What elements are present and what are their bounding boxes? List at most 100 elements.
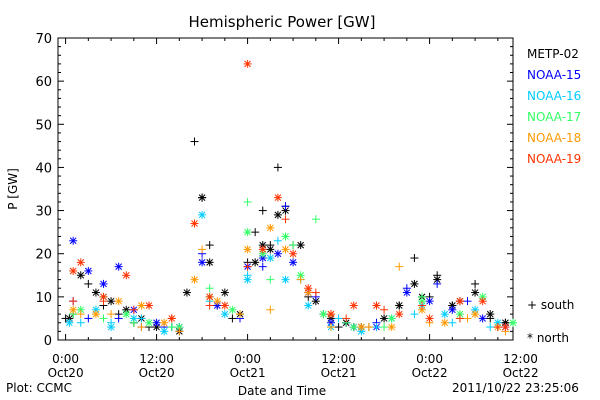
- data-point-north: [395, 301, 404, 310]
- data-point-north: [349, 323, 358, 332]
- data-point-south: [342, 314, 351, 323]
- data-point-south: [471, 279, 480, 288]
- data-point-south: [84, 314, 93, 323]
- data-point-north: [387, 323, 396, 332]
- data-point-south: [311, 288, 320, 297]
- data-point-north: [289, 249, 298, 258]
- data-point-north: [145, 301, 153, 310]
- x-tick-label-date: Oct20: [48, 366, 84, 380]
- data-point-south: [129, 305, 138, 314]
- data-point-north: [99, 279, 108, 288]
- x-tick-label-time: 12:00: [503, 352, 538, 366]
- data-point-north: [76, 271, 85, 280]
- data-point-north: [281, 232, 290, 241]
- data-point-south: [410, 310, 419, 319]
- data-point-north: [349, 301, 358, 310]
- data-point-north: [471, 288, 480, 297]
- data-point-north: [251, 258, 260, 267]
- legend-entry: NOAA-16: [527, 89, 582, 103]
- data-point-south: [463, 314, 472, 323]
- y-tick-label: 10: [35, 291, 52, 306]
- x-tick-label-time: 0:00: [234, 352, 261, 366]
- data-point-north: [243, 228, 252, 237]
- data-point-south: [448, 318, 457, 327]
- data-point-north: [380, 314, 389, 323]
- data-point-north: [311, 297, 320, 306]
- data-point-north: [266, 223, 275, 232]
- data-point-north: [440, 318, 449, 327]
- data-point-north: [501, 323, 510, 332]
- x-tick-label-time: 0:00: [416, 352, 443, 366]
- data-point-south: [137, 314, 146, 323]
- data-point-south: [205, 284, 214, 293]
- data-point-south: [228, 314, 237, 323]
- data-point-north: [357, 323, 366, 332]
- data-point-north: [372, 301, 381, 310]
- data-point-south: [137, 323, 146, 332]
- x-tick-label-date: Oct21: [230, 366, 266, 380]
- data-point-north: [258, 245, 267, 254]
- data-point-south: [281, 202, 290, 211]
- data-point-south: [243, 262, 252, 271]
- data-point-north: [395, 310, 404, 319]
- legend-entry: METP-02: [527, 47, 579, 61]
- data-point-north: [65, 318, 74, 327]
- data-point-south: [372, 323, 381, 332]
- data-point-north: [205, 258, 214, 267]
- data-point-south: [266, 305, 275, 314]
- data-point-north: [220, 288, 229, 297]
- y-tick-label: 20: [35, 248, 52, 263]
- legend-entry: NOAA-19: [527, 152, 582, 166]
- y-tick-label: 30: [35, 205, 52, 220]
- data-point-north: [107, 297, 116, 306]
- data-point-south: [433, 279, 442, 288]
- data-point-south: [84, 279, 93, 288]
- x-tick-label-time: 12:00: [139, 352, 174, 366]
- marker-key-north: * north: [527, 331, 570, 345]
- data-point-north: [486, 310, 495, 319]
- x-tick-label-date: Oct21: [321, 366, 357, 380]
- x-tick-label-date: Oct22: [503, 366, 539, 380]
- data-point-north: [167, 314, 176, 323]
- data-point-south: [205, 301, 214, 310]
- data-point-south: [395, 262, 404, 271]
- y-tick-label: 70: [35, 32, 52, 47]
- data-point-north: [387, 314, 396, 323]
- data-point-north: [425, 314, 434, 323]
- data-point-north: [304, 284, 313, 293]
- data-point-north: [478, 314, 487, 323]
- data-point-north: [425, 297, 434, 306]
- data-point-north: [152, 318, 161, 327]
- data-point-north: [198, 210, 207, 219]
- data-point-north: [91, 288, 100, 297]
- data-point-north: [281, 245, 290, 254]
- data-point-south: [251, 228, 260, 237]
- data-point-south: [493, 323, 502, 332]
- data-point-north: [160, 318, 169, 327]
- data-point-north: [509, 318, 517, 327]
- data-point-north: [220, 301, 229, 310]
- y-tick-label: 0: [44, 334, 52, 349]
- data-point-south: [190, 137, 199, 146]
- data-point-south: [198, 245, 207, 254]
- data-point-south: [380, 305, 389, 314]
- data-point-south: [205, 241, 214, 250]
- data-point-north: [160, 327, 169, 336]
- data-point-north: [76, 258, 85, 267]
- data-point-north: [327, 310, 335, 319]
- data-point-south: [258, 206, 267, 215]
- data-point-south: [380, 323, 389, 332]
- data-point-south: [243, 197, 252, 206]
- data-point-south: [76, 310, 85, 319]
- data-point-north: [289, 258, 298, 267]
- plot-timestamp: 2011/10/22 23:25:06: [452, 381, 579, 395]
- data-point-north: [281, 206, 290, 215]
- data-point-north: [91, 310, 100, 319]
- legend-entry: NOAA-15: [527, 68, 582, 82]
- data-point-north: [304, 301, 313, 310]
- data-point-north: [455, 297, 464, 306]
- data-point-north: [213, 297, 222, 306]
- data-point-south: [69, 297, 78, 306]
- data-point-north: [114, 297, 123, 306]
- data-point-south: [129, 318, 138, 327]
